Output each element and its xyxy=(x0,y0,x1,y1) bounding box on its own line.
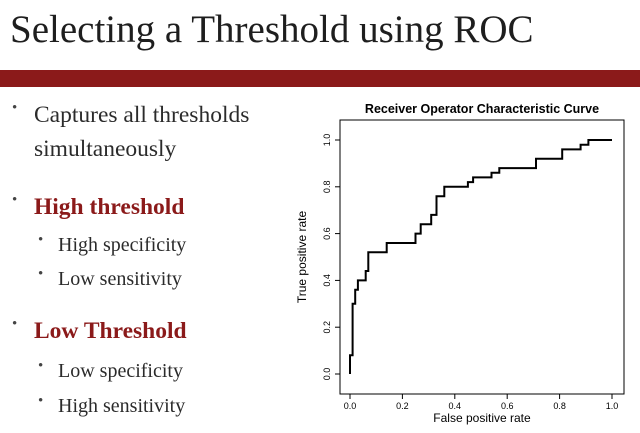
bullet-dot: • xyxy=(12,192,18,208)
bullet-text: Low sensitivity xyxy=(58,268,182,290)
slide-title: Selecting a Threshold using ROC xyxy=(10,8,534,51)
x-tick-label: 0.4 xyxy=(449,401,462,411)
bullet-text: High specificity xyxy=(58,234,187,256)
bullet-dot: • xyxy=(38,358,44,374)
bullet-text-emphasis: High threshold xyxy=(34,194,185,220)
x-tick-label: 0.2 xyxy=(396,401,409,411)
chart-title: Receiver Operator Characteristic Curve xyxy=(365,102,599,116)
bullet-text: High sensitivity xyxy=(58,395,186,417)
x-tick-label: 0.8 xyxy=(553,401,566,411)
x-tick-label: 1.0 xyxy=(606,401,619,411)
y-tick-label: 0.2 xyxy=(322,321,332,334)
title-divider-bar xyxy=(0,70,640,87)
bullet-dot: • xyxy=(12,316,18,332)
bullet-text-emphasis: Low Threshold xyxy=(34,318,187,344)
x-tick-label: 0.0 xyxy=(344,401,357,411)
y-tick-label: 0.0 xyxy=(322,368,332,381)
x-axis-label: False positive rate xyxy=(433,411,531,425)
y-tick-label: 0.4 xyxy=(322,274,332,287)
bullet-dot: • xyxy=(38,232,44,248)
bullet-dot: • xyxy=(12,100,18,116)
roc-curve-line xyxy=(349,139,612,374)
y-tick-label: 0.8 xyxy=(322,181,332,194)
roc-chart: Receiver Operator Characteristic Curve 0.… xyxy=(290,98,634,430)
y-tick-label: 1.0 xyxy=(322,134,332,147)
y-tick-label: 0.6 xyxy=(322,227,332,240)
x-tick-label: 0.6 xyxy=(501,401,514,411)
bullet-text: simultaneously xyxy=(34,136,177,162)
bullet-text: Low specificity xyxy=(58,360,183,382)
bullet-dot: • xyxy=(38,393,44,409)
bullet-dot: • xyxy=(38,266,44,282)
bullet-text: Captures all thresholds xyxy=(34,102,250,128)
plot-frame xyxy=(339,119,625,395)
roc-chart-svg: Receiver Operator Characteristic Curve 0.… xyxy=(295,102,625,425)
y-axis-label: True positive rate xyxy=(295,211,309,304)
